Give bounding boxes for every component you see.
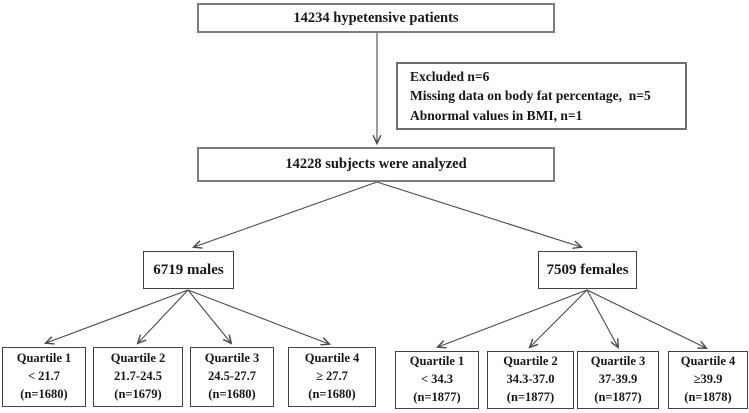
quartile-range: < 21.7 bbox=[27, 369, 61, 384]
female-quartile-3-box: Quartile 3 37-39.9 (n=1877) bbox=[577, 351, 659, 409]
total-patients-box: 14234 hypetensive patients bbox=[197, 3, 555, 33]
excluded-line-1: Excluded n=6 bbox=[410, 68, 490, 84]
arrow-females-to-q3 bbox=[586, 289, 620, 349]
analyzed-subjects-box: 14228 subjects were analyzed bbox=[197, 147, 555, 182]
quartile-n: (n=1877) bbox=[506, 389, 555, 404]
quartile-n: (n=1679) bbox=[114, 386, 162, 401]
arrow-females-to-q4 bbox=[586, 289, 709, 349]
quartile-range: ≥ 27.7 bbox=[316, 369, 348, 384]
quartile-n: (n=1877) bbox=[413, 389, 461, 404]
quartile-label: Quartile 1 bbox=[409, 354, 465, 369]
arrow-males-to-q2 bbox=[136, 289, 189, 345]
arrow-analyzed-to-males bbox=[191, 181, 378, 249]
excluded-line-3: Abnormal values in BMI, n=1 bbox=[410, 107, 583, 123]
quartile-range: 37-39.9 bbox=[598, 372, 638, 387]
female-quartile-4-box: Quartile 4 ≥39.9 (n=1878) bbox=[668, 351, 748, 409]
total-patients-label: 14234 hypetensive patients bbox=[293, 9, 459, 26]
excluded-line-2: Missing data on body fat percentage, n=5 bbox=[410, 88, 651, 104]
quartile-label: Quartile 3 bbox=[204, 351, 260, 366]
quartile-label: Quartile 2 bbox=[503, 354, 558, 369]
excluded-box: Excluded n=6 Missing data on body fat pe… bbox=[396, 62, 687, 130]
quartile-label: Quartile 3 bbox=[590, 354, 646, 369]
quartile-range: 21.7-24.5 bbox=[114, 369, 162, 384]
arrow-males-to-q3 bbox=[187, 289, 233, 345]
arrow-males-to-q1 bbox=[43, 289, 189, 345]
quartile-label: Quartile 1 bbox=[16, 351, 72, 366]
arrow-females-to-q2 bbox=[528, 289, 588, 349]
quartile-n: (n=1680) bbox=[308, 386, 356, 401]
arrow-analyzed-to-females bbox=[376, 181, 584, 250]
females-box: 7509 females bbox=[538, 251, 637, 289]
quartile-range: ≥39.9 bbox=[693, 372, 723, 387]
quartile-n: (n=1877) bbox=[594, 389, 642, 404]
male-quartile-4-box: Quartile 4 ≥ 27.7 (n=1680) bbox=[288, 347, 376, 407]
males-box: 6719 males bbox=[143, 251, 234, 289]
quartile-label: Quartile 2 bbox=[110, 351, 166, 366]
arrow-males-to-q4 bbox=[187, 289, 332, 346]
quartile-label: Quartile 4 bbox=[304, 351, 360, 366]
males-label: 6719 males bbox=[153, 261, 224, 278]
females-label: 7509 females bbox=[546, 261, 629, 278]
quartile-range: 34.3-37.0 bbox=[506, 372, 555, 387]
quartile-n: (n=1680) bbox=[20, 386, 68, 401]
quartile-n: (n=1680) bbox=[208, 386, 256, 401]
male-quartile-2-box: Quartile 2 21.7-24.5 (n=1679) bbox=[93, 347, 183, 407]
male-quartile-1-box: Quartile 1 < 21.7 (n=1680) bbox=[2, 347, 86, 407]
analyzed-subjects-label: 14228 subjects were analyzed bbox=[285, 156, 467, 172]
male-quartile-3-box: Quartile 3 24.5-27.7 (n=1680) bbox=[190, 347, 274, 407]
quartile-range: < 34.3 bbox=[420, 372, 454, 387]
arrow-females-to-q1 bbox=[435, 289, 588, 349]
female-quartile-1-box: Quartile 1 < 34.3 (n=1877) bbox=[395, 351, 479, 409]
female-quartile-2-box: Quartile 2 34.3-37.0 (n=1877) bbox=[487, 351, 574, 409]
quartile-range: 24.5-27.7 bbox=[208, 369, 256, 384]
quartile-label: Quartile 4 bbox=[680, 354, 736, 369]
quartile-n: (n=1878) bbox=[684, 389, 732, 404]
